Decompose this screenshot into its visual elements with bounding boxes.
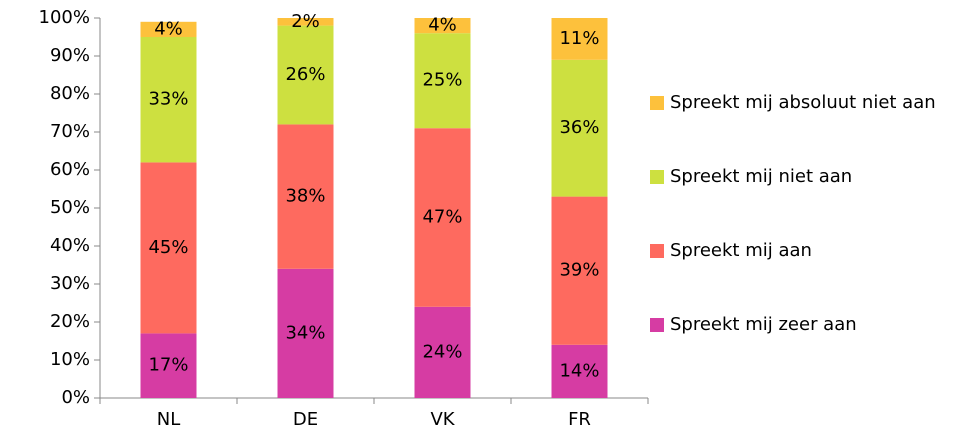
bar-segment [414,306,471,398]
data-label: 14% [559,360,599,381]
data-label: 39% [559,260,599,281]
y-tick-label: 20% [50,311,90,332]
y-tick-label: 90% [50,45,90,66]
bar-segment [414,128,471,307]
bar-segment [551,344,608,398]
data-label: 33% [148,89,188,110]
data-label: 38% [285,186,325,207]
bar-segment [140,333,197,398]
y-tick-label: 80% [50,83,90,104]
bar-segment [277,124,334,269]
data-label: 24% [422,341,462,362]
y-tick-label: 50% [50,197,90,218]
legend-swatch [650,318,664,332]
legend-label: Spreekt mij niet aan [670,166,853,187]
y-tick-label: 60% [50,159,90,180]
bar-segment [551,59,608,197]
y-tick-label: 0% [61,387,90,408]
data-label: 47% [422,207,462,228]
legend-swatch [650,96,664,110]
bar-segment [277,268,334,398]
legend-label: Spreekt mij absoluut niet aan [670,92,936,113]
bar-segment [277,18,334,26]
data-label: 25% [422,70,462,91]
data-label: 26% [285,64,325,85]
y-tick-label: 10% [50,349,90,370]
y-tick-label: 70% [50,121,90,142]
bar-segment [551,196,608,345]
y-tick-label: 30% [50,273,90,294]
data-label: 2% [291,11,320,32]
x-tick-label: FR [568,409,591,430]
legend-label: Spreekt mij zeer aan [670,314,857,335]
data-label: 4% [154,18,183,39]
legend-item: Spreekt mij aan [650,236,960,266]
x-tick-label: NL [157,409,181,430]
chart: 0% 10% 20% 30% 40% 50% 60% 70% 80% 90% 100% 17% 45% 3… [39,7,649,430]
y-tick-label: 100% [39,7,90,28]
bar-segment [140,162,197,334]
bar-segment [277,25,334,125]
data-label: 4% [428,15,457,36]
data-label: 11% [559,28,599,49]
legend-label: Spreekt mij aan [670,240,812,261]
x-tick-label: VK [430,409,455,430]
bar-segment [140,21,197,37]
bar-segment [551,18,608,60]
bar-segment [414,33,471,129]
legend-item: Spreekt mij niet aan [650,162,960,192]
legend-item: Spreekt mij absoluut niet aan [650,88,960,118]
data-label: 34% [285,322,325,343]
x-tick-label: DE [293,409,318,430]
legend-item: Spreekt mij zeer aan [650,310,960,340]
bar-segment [414,18,471,34]
bar-segment [140,37,197,163]
legend-swatch [650,244,664,258]
y-tick-label: 40% [50,235,90,256]
data-label: 45% [148,237,188,258]
data-label: 17% [148,355,188,376]
legend-swatch [650,170,664,184]
data-label: 36% [559,117,599,138]
